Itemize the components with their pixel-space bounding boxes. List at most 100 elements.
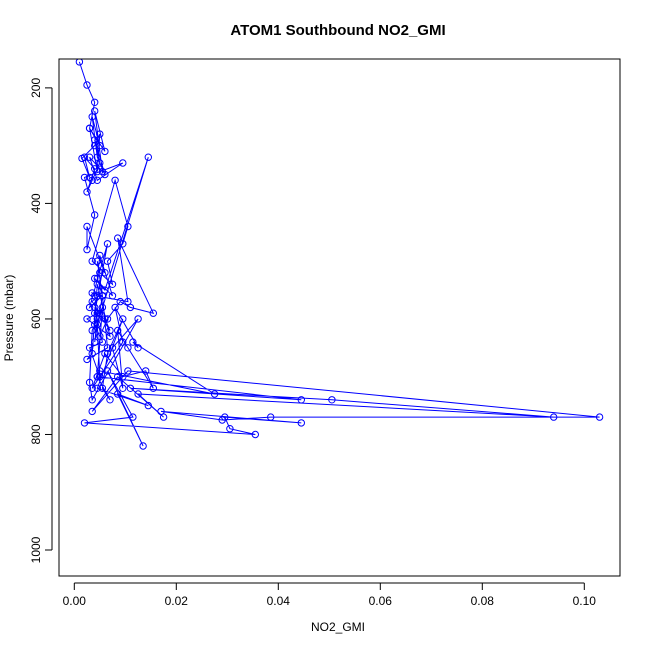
data-point [103, 257, 112, 265]
y-axis: 200 400 600 800 1000 [29, 78, 53, 563]
x-tick-label: 0.02 [165, 594, 189, 608]
x-tick-label: 0.08 [471, 594, 495, 608]
x-tick-label: 0.06 [369, 594, 393, 608]
data-point [88, 326, 96, 335]
data-point [93, 292, 102, 300]
data-point [103, 315, 112, 323]
data-point [297, 396, 305, 404]
data-point [96, 332, 104, 340]
data-point [119, 315, 127, 323]
data-point [119, 159, 127, 167]
series-line [78, 61, 600, 447]
data-point [88, 297, 96, 306]
data-point [93, 384, 102, 392]
data-point [98, 167, 107, 176]
data-point [98, 384, 107, 392]
data-point [226, 425, 234, 433]
data-point [103, 367, 112, 375]
data-point [111, 303, 119, 312]
data-point [93, 176, 102, 185]
data-point [134, 315, 142, 323]
data-point [91, 98, 99, 107]
data-point [96, 130, 104, 138]
data-point [91, 141, 99, 150]
data-point [83, 81, 91, 89]
data-point [101, 269, 109, 277]
data-point [139, 442, 147, 450]
data-point [297, 419, 305, 427]
data-point [119, 373, 127, 381]
data-point [595, 413, 604, 421]
data-point [91, 211, 99, 219]
data-point [114, 390, 122, 398]
data-point [83, 355, 91, 364]
data-point [126, 303, 135, 312]
x-tick-label: 0.04 [267, 594, 291, 608]
data-point [85, 153, 94, 161]
data-point [116, 297, 124, 306]
data-point [83, 315, 91, 323]
data-point [80, 173, 89, 182]
data-point [80, 419, 89, 427]
data-point [251, 430, 260, 439]
y-tick-label: 1000 [29, 536, 43, 563]
y-axis-label: Pressure (mbar) [2, 275, 16, 362]
data-point [93, 274, 102, 283]
data-point [91, 338, 99, 346]
data-point [91, 136, 99, 144]
data-point [108, 280, 117, 288]
data-point [96, 141, 104, 150]
data-point [149, 384, 158, 392]
data-point [96, 251, 104, 260]
data-point [103, 240, 112, 248]
data-point [126, 384, 135, 392]
y-tick-label: 200 [29, 78, 43, 98]
data-point [96, 373, 104, 381]
data-point [124, 344, 132, 352]
y-tick-label: 600 [29, 309, 43, 329]
data-point [106, 326, 114, 335]
data-point [108, 292, 117, 300]
data-point [78, 154, 86, 163]
data-point [124, 367, 132, 375]
data-point [114, 326, 122, 335]
data-point [88, 407, 96, 416]
data-point [111, 176, 119, 185]
data-point [221, 413, 229, 421]
data-point [119, 384, 127, 392]
data-point [88, 396, 96, 404]
data-point [129, 338, 137, 346]
y-tick-label: 800 [29, 424, 43, 444]
data-point [142, 367, 150, 375]
data-point [83, 222, 91, 231]
data-point [83, 188, 91, 196]
data-point [550, 413, 558, 421]
data-point [101, 315, 109, 323]
data-point [134, 390, 142, 398]
plot-area [75, 59, 604, 450]
data-point [114, 234, 122, 242]
data-point [119, 240, 127, 248]
data-point [93, 321, 102, 329]
data-point [96, 159, 104, 167]
data-point [101, 147, 109, 156]
data-point [103, 349, 112, 358]
data-point [98, 292, 107, 300]
data-point [106, 332, 114, 340]
data-point [101, 349, 109, 358]
data-point [157, 407, 165, 416]
data-point [88, 257, 96, 265]
data-point [119, 338, 127, 346]
data-point [85, 173, 94, 182]
data-point [144, 153, 153, 161]
data-point [134, 344, 142, 352]
data-point [88, 349, 96, 358]
x-axis-label: NO2_GMI [311, 620, 365, 634]
data-point [93, 167, 102, 176]
data-point [75, 59, 84, 66]
data-point [83, 245, 91, 254]
plot-frame [58, 58, 621, 577]
data-point [93, 309, 102, 317]
y-tick-label: 400 [29, 193, 43, 213]
